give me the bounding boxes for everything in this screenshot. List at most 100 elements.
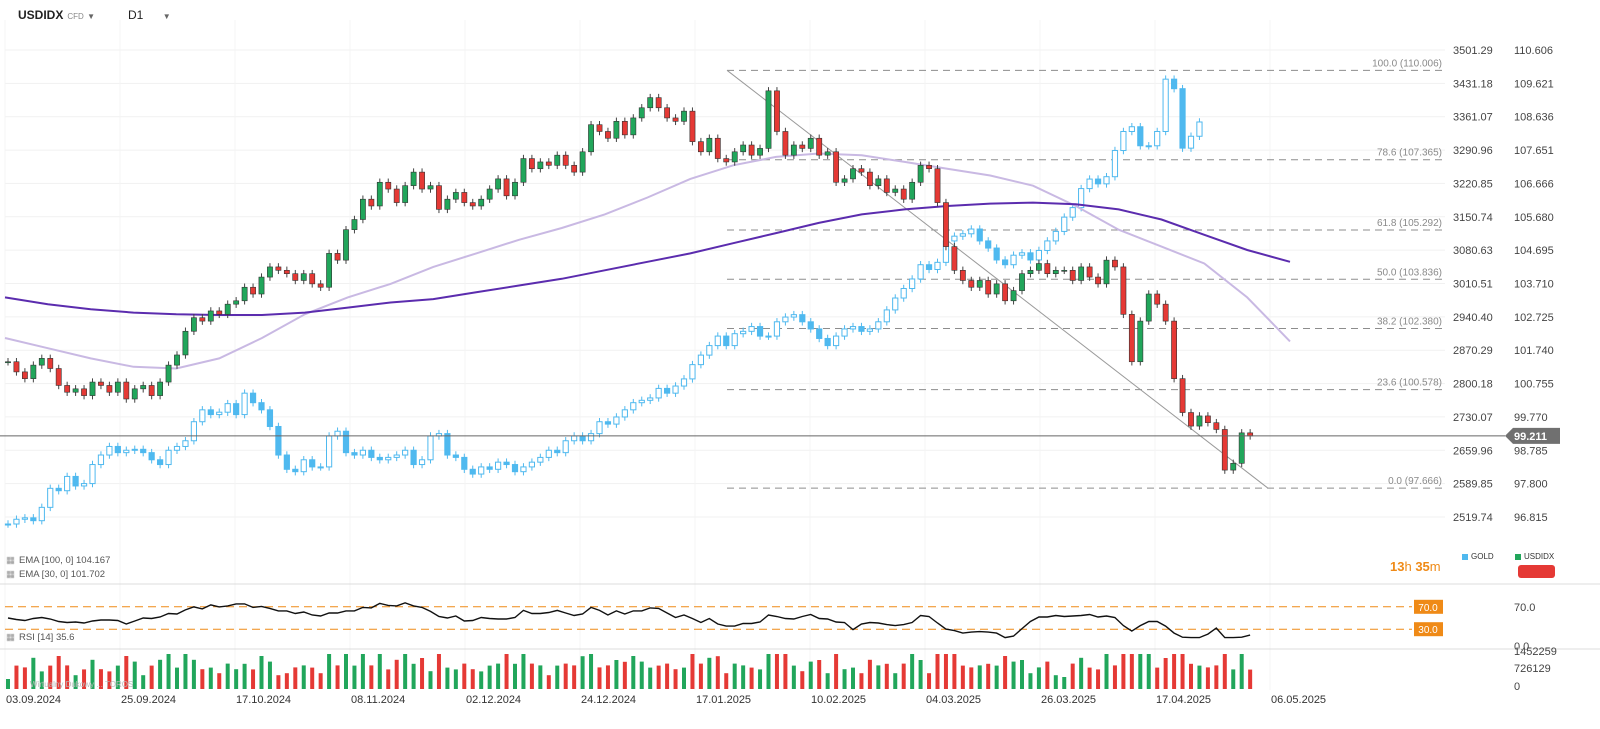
usdidx-candle <box>224 303 231 315</box>
volume-bar <box>994 665 999 689</box>
gold-candle <box>756 326 764 337</box>
chevron-down-icon[interactable]: ▼ <box>87 12 96 21</box>
volume-bar <box>1239 654 1244 689</box>
gold-tick-label: 2589.85 <box>1453 479 1493 491</box>
usdidx-candle <box>165 364 172 383</box>
gold-candle <box>478 466 485 475</box>
price-grid <box>4 20 1445 690</box>
legend-usdidx[interactable]: USDIDX <box>1515 552 1554 561</box>
usdidx-candle <box>233 300 240 305</box>
indicator-settings-icon[interactable]: ▦ <box>6 555 15 566</box>
timeframe-selector[interactable]: D1 ▼ <box>128 8 171 22</box>
volume-bar <box>867 659 872 689</box>
volume-bar <box>800 671 805 689</box>
volume-bar <box>22 667 27 689</box>
gold-candle <box>849 326 857 330</box>
gold-candle <box>495 461 502 470</box>
gold-tick-label: 3431.18 <box>1453 78 1493 90</box>
usdidx-candle <box>1128 314 1135 363</box>
gold-candle <box>976 228 983 242</box>
usdidx-candle <box>1095 276 1101 285</box>
gold-candle <box>418 459 426 466</box>
usdidx-candle <box>588 124 594 153</box>
gold-candle <box>1111 150 1119 178</box>
volume-bar <box>910 654 915 689</box>
rsi-label: RSI [14] 35.6 <box>18 632 75 643</box>
volume-bar <box>1003 656 1008 689</box>
gold-candle <box>503 461 510 466</box>
indicator-ema100[interactable]: ▦ EMA [100, 0] 104.167 <box>6 555 110 566</box>
usdidx-candle <box>1002 283 1008 302</box>
gold-candle <box>1154 130 1161 147</box>
volume-bar <box>1011 661 1016 689</box>
usdidx-candle <box>562 154 569 166</box>
volume-bar <box>741 665 746 689</box>
usdidx-tick-label: 104.695 <box>1514 245 1554 257</box>
usdidx-candle <box>1171 320 1177 379</box>
volume-bar <box>673 669 678 689</box>
usdidx-candle <box>900 188 907 200</box>
volume-bar <box>158 659 163 689</box>
indicator-rsi[interactable]: ▦ RSI [14] 35.6 <box>6 632 74 643</box>
usdidx-candle <box>98 381 104 386</box>
usdidx-candle <box>757 148 763 156</box>
usdidx-candle <box>250 286 256 295</box>
gold-tick-label: 3150.74 <box>1453 212 1493 224</box>
gold-candle <box>38 506 45 522</box>
legend-gold[interactable]: GOLD <box>1462 552 1494 561</box>
usdidx-candle <box>1188 412 1194 427</box>
volume-bar <box>1053 675 1058 689</box>
gold-candle <box>1187 135 1195 149</box>
gold-candle <box>951 235 958 242</box>
usdidx-tick-label: 103.710 <box>1514 279 1554 291</box>
volume-bar <box>986 663 991 689</box>
price-axes: 110.606 3501.29 109.621 3431.18 108.636 3361.… <box>1453 45 1554 524</box>
volume-bar <box>952 654 957 689</box>
gold-candle <box>596 421 603 435</box>
gold-candle <box>925 264 933 270</box>
gold-candle <box>452 454 459 458</box>
gold-candle <box>13 518 20 525</box>
gold-candle <box>841 328 848 337</box>
indicator-settings-icon[interactable]: ▦ <box>6 632 15 643</box>
volume-bar <box>276 675 281 689</box>
usdidx-candle <box>207 310 214 322</box>
usdidx-candle <box>968 280 975 288</box>
usdidx-candle <box>1103 259 1110 285</box>
gold-candle <box>571 435 578 442</box>
x-tick-label: 17.04.2025 <box>1156 694 1211 706</box>
indicator-ema30[interactable]: ▦ EMA [30, 0] 101.702 <box>6 569 105 580</box>
gold-candle <box>1069 207 1076 218</box>
symbol-selector[interactable]: USDIDX CFD ▼ <box>18 8 95 22</box>
usdidx-candle <box>241 286 248 302</box>
volume-bar <box>132 661 137 689</box>
volume-bar <box>935 654 940 689</box>
usdidx-tick-label: 109.621 <box>1514 78 1554 90</box>
usdidx-candle <box>106 385 113 393</box>
usdidx-candle <box>1213 422 1220 430</box>
usdidx-candle <box>1179 378 1186 413</box>
rsi-tick-label: 0.0 <box>1514 641 1529 653</box>
fibonacci-retracement[interactable]: 100.0 (110.006) 78.6 (107.365) 61.8 (105.2… <box>726 58 1445 489</box>
volume-bar <box>1172 654 1177 689</box>
usdidx-candle <box>647 97 654 109</box>
usdidx-candle <box>706 137 713 153</box>
usdidx-candle <box>596 124 603 132</box>
chevron-down-icon[interactable]: ▼ <box>162 12 171 21</box>
timer-h: h <box>1404 559 1412 574</box>
gold-tick-label: 3220.85 <box>1453 178 1493 190</box>
gold-candle <box>1162 78 1169 132</box>
usdidx-candle <box>1112 259 1118 268</box>
gold-candle <box>1137 126 1144 147</box>
volume-bar <box>445 667 450 689</box>
usdidx-candle <box>343 229 349 261</box>
gold-candle <box>89 464 96 485</box>
usdidx-candle <box>13 361 20 373</box>
volume-bar <box>6 679 10 689</box>
usdidx-candle <box>1145 293 1152 322</box>
usdidx-candle <box>926 165 932 170</box>
usdidx-candle <box>672 117 679 122</box>
gold-candle <box>182 440 189 447</box>
indicator-settings-icon[interactable]: ▦ <box>6 569 15 580</box>
